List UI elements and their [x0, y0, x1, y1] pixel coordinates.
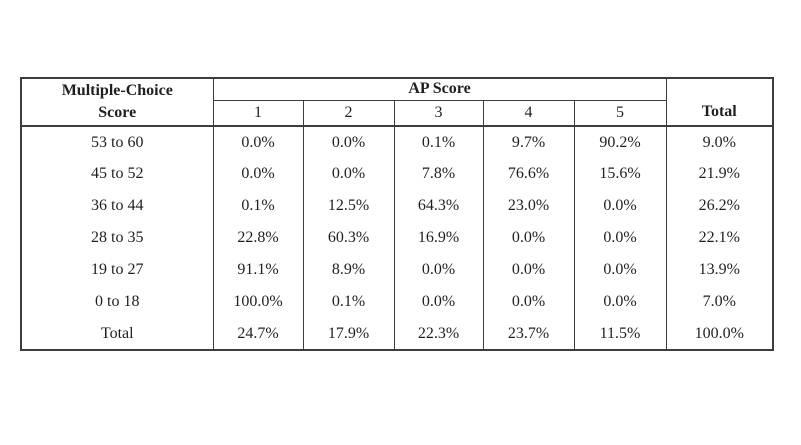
- row-total-cell: 21.9%: [665, 158, 773, 190]
- total-column-header: Total: [665, 78, 773, 127]
- row-label-cell: 28 to 35: [91, 229, 144, 246]
- header-row-group: Multiple-Choice Score AP Score Total: [21, 78, 773, 127]
- table-row: 0 to 18 100.0% 0.1% 0.0% 0.0% 0.0% 7.0%: [21, 286, 773, 318]
- data-cell: 91.1%: [212, 254, 303, 286]
- data-cell: 12.5%: [302, 190, 394, 222]
- data-cell: 76.6%: [482, 158, 574, 190]
- table-row: 19 to 27 91.1% 8.9% 0.0% 0.0% 0.0% 13.9%: [21, 254, 773, 286]
- row-total-cell: 100.0%: [665, 318, 773, 350]
- data-cell: 22.8%: [212, 222, 303, 254]
- data-cell: 0.0%: [302, 126, 394, 158]
- ap-score-column-header-4: 4: [482, 100, 574, 127]
- data-cell: 0.0%: [212, 126, 303, 158]
- data-cell: 0.0%: [302, 158, 394, 190]
- row-total-cell: 9.0%: [665, 126, 773, 158]
- data-cell: 0.0%: [482, 222, 574, 254]
- data-cell: 16.9%: [393, 222, 483, 254]
- ap-score-column-header-5: 5: [573, 100, 666, 127]
- data-cell: 0.0%: [573, 190, 666, 222]
- row-label-cell: 19 to 27: [91, 261, 144, 278]
- data-cell: 11.5%: [573, 318, 666, 350]
- data-cell: 100.0%: [212, 286, 303, 318]
- data-cell: 23.0%: [482, 190, 574, 222]
- data-cell: 0.0%: [482, 286, 574, 318]
- row-total-cell: 13.9%: [665, 254, 773, 286]
- corner-header-line1: Multiple-Choice: [61, 82, 173, 99]
- data-cell: 0.0%: [573, 286, 666, 318]
- row-total-cell: 7.0%: [665, 286, 773, 318]
- data-cell: 0.0%: [393, 254, 483, 286]
- table-row-total: Total 24.7% 17.9% 22.3% 23.7% 11.5% 100.…: [21, 318, 773, 350]
- corner-header-line2: Score: [98, 104, 137, 121]
- ap-score-column-header-3: 3: [393, 100, 483, 127]
- data-cell: 17.9%: [302, 318, 394, 350]
- ap-score-column-header-2: 2: [302, 100, 394, 127]
- data-cell: 0.0%: [573, 254, 666, 286]
- data-cell: 0.0%: [573, 222, 666, 254]
- row-total-cell: 26.2%: [665, 190, 773, 222]
- data-cell: 23.7%: [482, 318, 574, 350]
- row-label-cell: Total: [100, 324, 134, 342]
- data-cell: 15.6%: [573, 158, 666, 190]
- row-label-cell: 0 to 18: [95, 293, 140, 310]
- data-cell: 24.7%: [212, 318, 303, 350]
- table-row: 53 to 60 0.0% 0.0% 0.1% 9.7% 90.2% 9.0%: [21, 126, 773, 158]
- data-cell: 9.7%: [482, 126, 574, 158]
- data-cell: 0.1%: [302, 286, 394, 318]
- data-cell: 0.1%: [212, 190, 303, 222]
- ap-score-group-header: AP Score: [212, 78, 666, 101]
- header-row-columns: 1 2 3 4 5: [21, 100, 773, 127]
- data-cell: 22.3%: [393, 318, 483, 350]
- score-distribution-table: Multiple-Choice Score AP Score Total 1 2…: [20, 77, 774, 351]
- data-cell: 60.3%: [302, 222, 394, 254]
- row-total-cell: 22.1%: [665, 222, 773, 254]
- data-cell: 64.3%: [393, 190, 483, 222]
- data-cell: 0.0%: [212, 158, 303, 190]
- table-row: 36 to 44 0.1% 12.5% 64.3% 23.0% 0.0% 26.…: [21, 190, 773, 222]
- data-cell: 0.1%: [393, 126, 483, 158]
- data-cell: 0.0%: [482, 254, 574, 286]
- data-cell: 0.0%: [393, 286, 483, 318]
- table-row: 45 to 52 0.0% 0.0% 7.8% 76.6% 15.6% 21.9…: [21, 158, 773, 190]
- corner-header: Multiple-Choice Score: [21, 78, 213, 127]
- row-label-cell: 53 to 60: [91, 133, 144, 151]
- ap-score-column-header-1: 1: [212, 100, 303, 127]
- row-label-cell: 36 to 44: [91, 197, 144, 214]
- data-cell: 8.9%: [302, 254, 394, 286]
- data-cell: 90.2%: [573, 126, 666, 158]
- data-cell: 7.8%: [393, 158, 483, 190]
- table-row: 28 to 35 22.8% 60.3% 16.9% 0.0% 0.0% 22.…: [21, 222, 773, 254]
- row-label-cell: 45 to 52: [91, 165, 144, 182]
